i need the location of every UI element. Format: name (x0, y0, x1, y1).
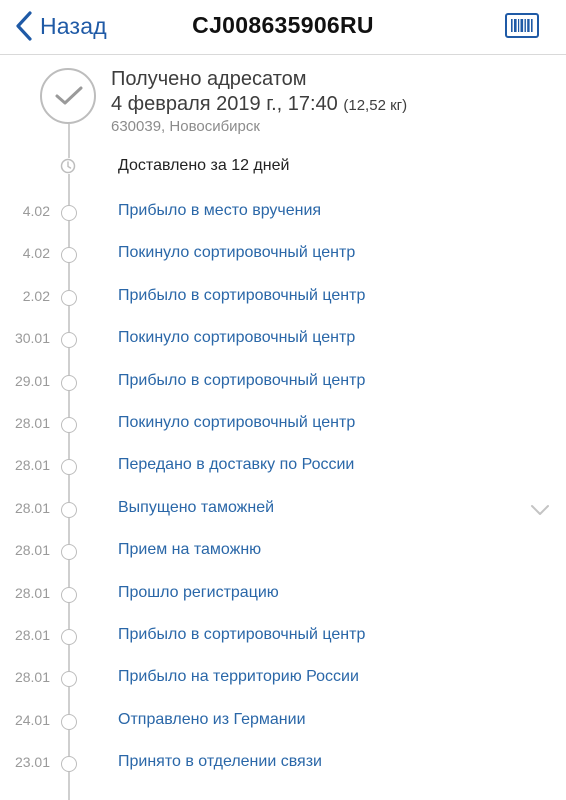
status-weight: (12,52 кг) (343, 97, 408, 114)
event-date: 28.01 (14, 499, 50, 516)
timeline-dot (61, 713, 77, 730)
barcode-icon[interactable] (505, 13, 539, 38)
event-date: 23.01 (14, 754, 50, 771)
event-label[interactable]: Прибыло в сортировочный центр (118, 371, 366, 389)
event-row[interactable]: 4.02 Прибыло в место вручения (0, 197, 566, 227)
timeline-dot (61, 756, 77, 773)
event-label[interactable]: Передано в доставку по России (118, 456, 355, 474)
event-date: 28.01 (14, 542, 50, 559)
event-label[interactable]: Прибыло в место вручения (118, 202, 322, 219)
timeline-dot (61, 289, 77, 306)
timeline-dot (61, 586, 77, 603)
event-row[interactable]: 29.01 Прибыло в сортировочный центр (0, 367, 566, 397)
timeline-dot (61, 417, 77, 433)
timeline-dot (61, 629, 77, 645)
event-label[interactable]: Прибыло в сортировочный центр (118, 286, 366, 304)
event-date: 28.01 (14, 584, 50, 601)
event-row[interactable]: 30.01 Покинуло сортировочный центр (0, 324, 566, 354)
event-date: 4.02 (22, 245, 50, 262)
event-date: 4.02 (22, 203, 50, 219)
timeline-dot (61, 247, 77, 264)
timeline-dot (61, 671, 77, 688)
event-label[interactable]: Принято в отделении связи (118, 753, 322, 771)
event-row[interactable]: 2.02 Прибыло в сортировочный центр (0, 282, 566, 312)
event-label[interactable]: Покинуло сортировочный центр (118, 244, 356, 262)
chevron-down-icon[interactable] (530, 503, 550, 517)
event-label[interactable]: Покинуло сортировочный центр (118, 414, 356, 431)
delivered-summary: Доставлено за 12 дней (0, 154, 566, 180)
event-date: 28.01 (14, 457, 50, 474)
event-row[interactable]: 28.01 Выпущено таможней (0, 494, 566, 524)
event-label[interactable]: Прибыло на территорию России (118, 668, 359, 686)
timeline-dot (61, 544, 77, 561)
timeline-dot (61, 459, 77, 476)
timeline-dot (61, 332, 77, 349)
event-row[interactable]: 28.01 Прибыло в сортировочный центр (0, 621, 566, 651)
event-label[interactable]: Прошло регистрацию (118, 583, 279, 601)
chevron-left-icon (16, 11, 32, 41)
event-date: 28.01 (14, 627, 50, 643)
event-date: 28.01 (14, 669, 50, 686)
event-row[interactable]: 28.01 Передано в доставку по России (0, 451, 566, 481)
timeline-dot (61, 501, 77, 518)
event-row[interactable]: 23.01 Принято в отделении связи (0, 748, 566, 778)
clock-icon (60, 158, 76, 174)
event-row[interactable]: 28.01 Прошло регистрацию (0, 579, 566, 609)
event-label[interactable]: Прибыло в сортировочный центр (118, 626, 366, 643)
event-date: 29.01 (14, 372, 50, 389)
event-date: 28.01 (14, 415, 50, 431)
event-date: 30.01 (14, 330, 50, 347)
event-row[interactable]: 28.01 Прием на таможню (0, 536, 566, 566)
event-label[interactable]: Покинуло сортировочный центр (118, 329, 356, 347)
delivered-summary-text: Доставлено за 12 дней (118, 157, 290, 174)
event-date: 2.02 (22, 287, 50, 304)
status-datetime: 4 февраля 2019 г., 17:40 (111, 93, 338, 115)
event-row[interactable]: 4.02 Покинуло сортировочный центр (0, 239, 566, 269)
status-title: Получено адресатом (111, 68, 307, 90)
event-row[interactable]: 28.01 Покинуло сортировочный центр (0, 409, 566, 439)
status-circle (40, 68, 96, 124)
timeline-dot (61, 374, 77, 391)
event-row[interactable]: 24.01 Отправлено из Германии (0, 706, 566, 736)
back-button[interactable]: Назад (14, 8, 107, 44)
event-date: 24.01 (14, 711, 50, 728)
timeline-dot (61, 205, 77, 221)
checkmark-icon (55, 86, 83, 105)
back-label: Назад (40, 12, 107, 39)
event-label[interactable]: Отправлено из Германии (118, 710, 306, 728)
event-label[interactable]: Выпущено таможней (118, 498, 275, 516)
status-address: 630039, Новосибирск (111, 118, 260, 135)
event-row[interactable]: 28.01 Прибыло на территорию России (0, 663, 566, 693)
status-datetime-line: 4 февраля 2019 г., 17:40 (12,52 кг) (111, 93, 407, 116)
navigation-bar: Назад CJ008635906RU (0, 0, 566, 55)
event-label[interactable]: Прием на таможню (118, 541, 262, 559)
